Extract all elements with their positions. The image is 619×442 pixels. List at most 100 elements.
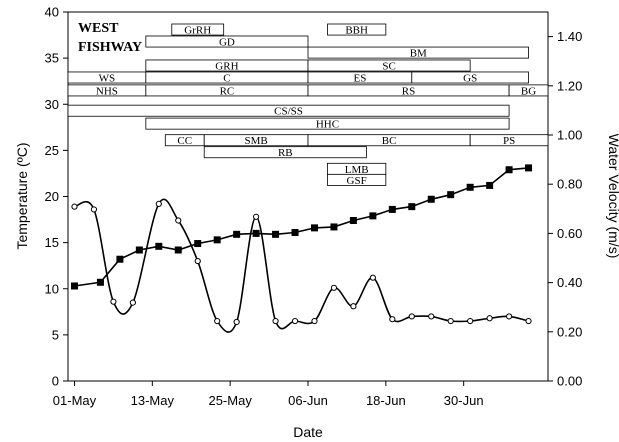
presence-bar-gs	[411, 71, 529, 84]
presence-bar-cs-ss	[67, 104, 510, 117]
circle-marker	[408, 313, 415, 320]
circle-marker	[486, 315, 493, 322]
presence-bar-bm	[307, 46, 529, 59]
left-tick-label: 30	[45, 97, 59, 112]
square-marker	[349, 216, 357, 224]
x-axis-title: Date	[293, 424, 323, 440]
right-tick-label: 0.40	[557, 275, 582, 290]
presence-bar-label: RC	[220, 85, 235, 97]
presence-bar-grrh	[171, 23, 225, 36]
presence-bar-bbh	[327, 23, 387, 36]
circle-marker	[233, 318, 240, 326]
square-marker	[213, 236, 221, 244]
presence-bar-bg	[508, 84, 549, 97]
circle-marker	[214, 317, 221, 325]
right-tick-label: 1.20	[557, 78, 582, 93]
presence-bar-gsf	[327, 173, 387, 186]
left-tick-label: 20	[45, 189, 59, 204]
square-marker	[252, 229, 260, 237]
presence-bars: GrRH BBH GD BM GRH SC WS C ES GS NHS RC RS BG CS/SS HHC…	[67, 23, 549, 187]
circle-marker	[110, 298, 117, 305]
presence-bar-label: GS	[463, 72, 477, 84]
circle-marker	[350, 303, 357, 310]
presence-bar-label: GRH	[215, 61, 238, 73]
right-tick-label: 0.80	[557, 177, 582, 192]
circle-marker	[253, 213, 260, 220]
presence-bar-label: SC	[382, 61, 395, 73]
square-marker	[96, 278, 104, 286]
square-marker	[194, 240, 202, 248]
circle-marker	[447, 317, 454, 325]
presence-bar-gd	[145, 35, 309, 48]
left-tick-label: 15	[45, 235, 59, 250]
presence-bar-label: BBH	[345, 25, 368, 37]
square-marker	[447, 191, 455, 199]
square-marker	[388, 205, 396, 213]
series-line-2	[74, 198, 529, 333]
circle-marker	[155, 200, 162, 207]
right-axis: 0.00 0.20 0.40 0.60 0.80 1.00 1.20 1.40	[548, 29, 582, 389]
panel-title-line-2: FISHWAY	[78, 40, 142, 55]
square-marker	[116, 255, 124, 263]
square-marker	[310, 224, 318, 232]
left-tick-label: 10	[45, 281, 59, 296]
presence-bar-label: NHS	[96, 85, 118, 97]
presence-bar-label: BG	[521, 85, 536, 97]
presence-bar-label: ES	[353, 72, 366, 84]
circle-marker	[311, 317, 318, 325]
square-marker	[291, 228, 299, 236]
circle-marker	[272, 317, 279, 325]
square-marker	[427, 195, 435, 203]
left-tick-label: 40	[45, 5, 59, 20]
panel-title-line-1: WEST	[78, 21, 119, 36]
presence-bar-label: SMB	[244, 135, 267, 147]
presence-bar-label: C	[223, 72, 230, 84]
square-marker	[408, 203, 416, 211]
presence-bar-label: GD	[219, 37, 235, 49]
square-marker	[272, 230, 280, 238]
left-tick-label: 5	[52, 327, 59, 342]
square-marker	[330, 223, 338, 231]
left-axis: 0 5 10 15 20 25 30 35 40	[45, 5, 68, 389]
presence-bar-label: GrRH	[184, 25, 211, 37]
square-marker	[369, 212, 377, 220]
presence-bar-label: CS/SS	[274, 106, 303, 118]
presence-bar-hhc	[145, 117, 510, 130]
right-tick-label: 1.40	[557, 29, 582, 44]
left-axis-title: Temperature (ºC)	[14, 142, 30, 249]
presence-bar-label: WS	[99, 72, 116, 84]
square-marker	[466, 183, 474, 191]
right-tick-label: 0.00	[557, 374, 582, 389]
x-axis: 01-May 13-May 25-May 06-Jun 18-Jun 30-Jun	[53, 381, 484, 408]
circle-marker	[291, 317, 299, 325]
x-tick-label: 01-May	[53, 393, 97, 408]
circle-marker	[71, 203, 78, 210]
presence-bar-sc	[307, 59, 471, 72]
circle-marker	[330, 284, 338, 291]
presence-bar-label: PS	[503, 135, 515, 147]
circle-marker	[525, 317, 532, 325]
square-marker	[174, 246, 182, 254]
square-marker	[135, 246, 143, 254]
square-marker	[233, 230, 241, 238]
circle-marker	[369, 274, 376, 281]
presence-bar-label: BC	[382, 135, 397, 147]
circle-marker	[467, 317, 474, 325]
left-tick-label: 35	[45, 51, 59, 66]
right-tick-label: 0.60	[557, 226, 582, 241]
presence-bar-label: CC	[177, 135, 192, 147]
square-marker	[525, 164, 533, 172]
circle-marker	[175, 217, 182, 224]
presence-bar-label: HHC	[316, 119, 339, 131]
circle-marker	[428, 313, 435, 320]
x-tick-label: 18-Jun	[366, 393, 406, 408]
x-tick-label: 06-Jun	[288, 393, 328, 408]
x-tick-label: 30-Jun	[444, 393, 484, 408]
presence-bar-label: LMB	[345, 164, 369, 176]
x-tick-label: 25-May	[208, 393, 252, 408]
right-axis-title: Water Velocity (m/s)	[606, 134, 619, 259]
presence-bar-label: BM	[410, 48, 427, 60]
right-tick-label: 0.20	[557, 324, 582, 339]
circle-marker	[194, 257, 201, 265]
